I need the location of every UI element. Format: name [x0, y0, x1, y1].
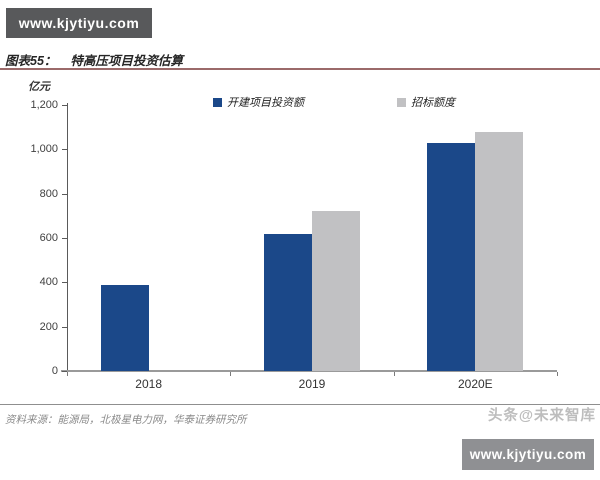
legend-swatch-blue-icon [213, 97, 222, 107]
y-tick-label: 1,000 [30, 143, 58, 156]
watermark-url-text: www.kjytiyu.com [18, 15, 140, 31]
x-tick-mark [557, 372, 558, 376]
watermark-box-top-left: www.kjytiyu.com [6, 8, 152, 38]
x-tick-mark [67, 372, 68, 376]
y-tick-mark [62, 371, 67, 372]
watermark-url-text-bottom: www.kjytiyu.com [469, 447, 587, 462]
figure-header: 图表55： 特高压项目投资估算 [5, 50, 183, 69]
y-tick-label: 200 [39, 320, 58, 333]
chart-legend: 开建项目投资额 招标额度 [0, 94, 600, 110]
y-tick-mark [62, 326, 67, 328]
bar [312, 211, 360, 371]
y-tick-label: 0 [51, 365, 58, 377]
y-axis-unit-label: 亿元 [28, 81, 50, 93]
x-tick-mark [393, 372, 395, 376]
y-tick-label: 1,200 [30, 99, 58, 111]
x-axis-line [61, 370, 557, 372]
watermark-box-bottom-right: www.kjytiyu.com [462, 439, 594, 470]
bar [100, 284, 149, 371]
credit-watermark: 头条@未来智库 [487, 408, 596, 424]
bar [475, 131, 524, 371]
legend-label-investment: 开建项目投资额 [227, 97, 304, 109]
bar [264, 233, 312, 371]
legend-label-bidding: 招标额度 [411, 97, 455, 109]
y-tick-mark [62, 193, 67, 195]
legend-item-bidding: 招标额度 [397, 94, 455, 110]
legend-swatch-gray-icon [397, 97, 406, 107]
y-tick-mark [62, 238, 67, 239]
x-axis-label: 2018 [135, 377, 162, 391]
source-text: 资料来源：能源局，北极星电力网，华泰证券研究所 [5, 414, 247, 426]
source-divider [0, 404, 600, 405]
figure-label: 图表55： [5, 54, 57, 68]
x-tick-mark [230, 372, 232, 376]
y-tick-label: 800 [39, 187, 58, 200]
x-axis-label: 2019 [298, 377, 326, 391]
y-tick-label: 400 [39, 276, 58, 289]
title-divider [0, 68, 600, 70]
y-tick-mark [62, 282, 67, 284]
y-tick-mark [62, 105, 67, 106]
legend-item-investment: 开建项目投资额 [213, 94, 304, 110]
y-tick-label: 600 [39, 232, 58, 244]
x-axis-label: 2020E [457, 377, 493, 391]
bar [427, 142, 476, 371]
y-tick-mark [62, 149, 67, 151]
y-axis-line [67, 103, 68, 371]
figure-title: 特高压项目投资估算 [70, 54, 183, 68]
